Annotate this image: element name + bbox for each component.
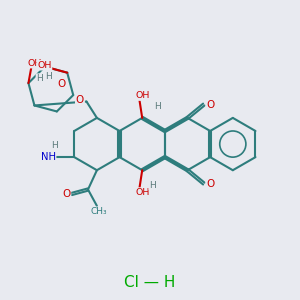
Text: NH: NH [40,152,56,162]
Text: O: O [58,79,66,89]
Text: O: O [62,189,70,199]
Text: CH₃: CH₃ [90,207,107,216]
Text: H: H [45,72,52,81]
Text: H: H [154,101,160,110]
Text: O: O [206,178,214,189]
Text: O: O [206,100,214,110]
Text: OH: OH [136,188,150,197]
Text: O: O [76,95,84,105]
Text: OH: OH [136,91,150,100]
Text: OH: OH [27,59,42,68]
Text: H: H [149,181,156,190]
Text: OH: OH [37,61,52,70]
Text: H: H [36,74,43,83]
Text: Cl — H: Cl — H [124,275,176,290]
Text: H: H [51,141,58,150]
